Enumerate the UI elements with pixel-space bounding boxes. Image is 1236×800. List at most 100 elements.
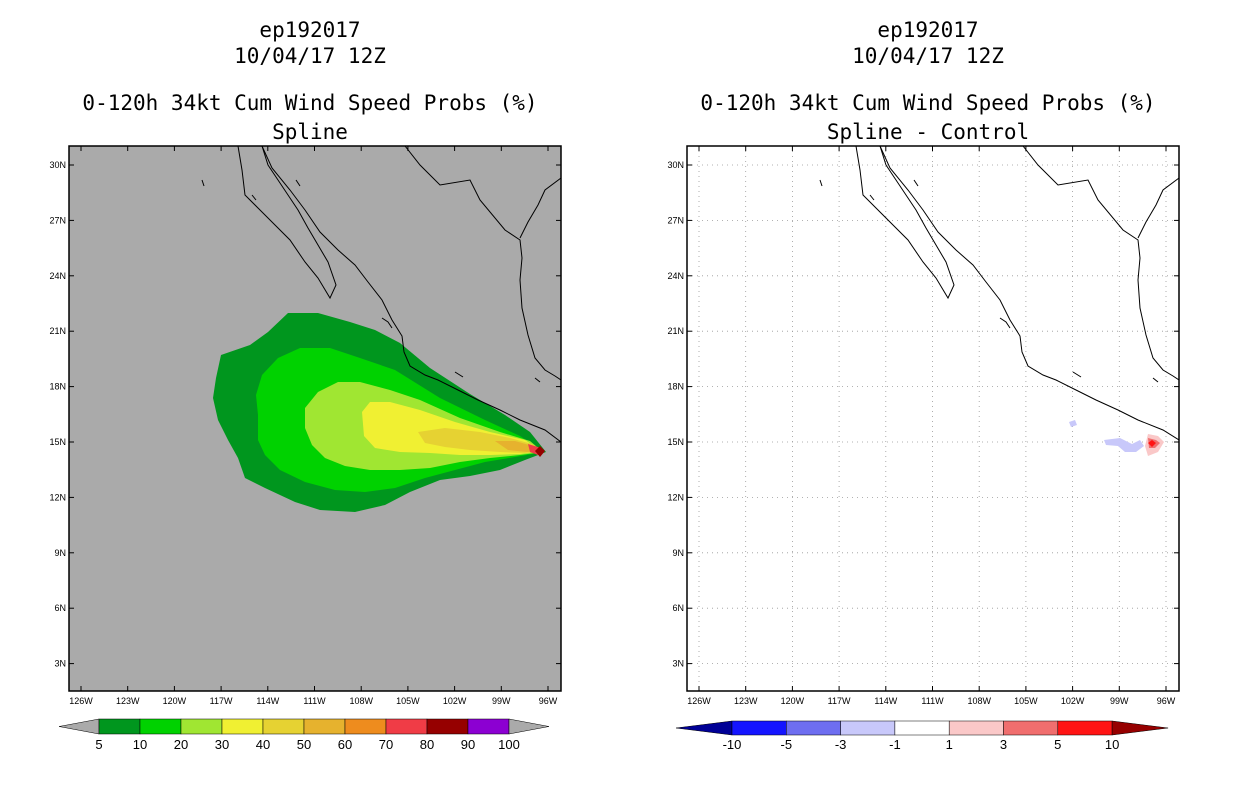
- lon-label: 123W: [734, 696, 758, 706]
- lon-label: 114W: [874, 696, 897, 706]
- right-title-product: 0-120h 34kt Cum Wind Speed Probs (%): [700, 91, 1156, 115]
- lat-label: 9N: [672, 548, 684, 558]
- left-title-date: 10/04/17 12Z: [234, 44, 386, 68]
- lon-label: 111W: [303, 696, 326, 706]
- colorbar-label: -5: [781, 737, 793, 752]
- lat-label: 21N: [49, 326, 66, 336]
- colorbar-swatch: [98, 718, 141, 735]
- lon-label: 123W: [116, 696, 140, 706]
- colorbar-label: 80: [420, 737, 434, 752]
- lon-label: 102W: [1061, 696, 1085, 706]
- colorbar-label: 10: [1105, 737, 1119, 752]
- colorbar-swatch: [467, 718, 510, 735]
- lon-label: 126W: [69, 696, 93, 706]
- left-title-storm: ep192017: [259, 18, 361, 42]
- right-subtitle: Spline - Control: [826, 120, 1030, 144]
- lon-label: 108W: [349, 696, 373, 706]
- colorbar-swatch: [786, 720, 841, 736]
- difference-contours: [1069, 420, 1164, 456]
- coastline-outline: [201, 146, 561, 443]
- left-map: 126W 123W 120W 117W 114W 111W 108W 105W 102W 99W 9…: [49, 145, 562, 706]
- colorbar-label: 50: [297, 737, 311, 752]
- lon-label: 108W: [967, 696, 991, 706]
- lat-label: 15N: [49, 437, 66, 447]
- lon-label: 111W: [921, 696, 944, 706]
- probability-contours: [213, 313, 546, 512]
- colorbar-label: 100: [498, 737, 520, 752]
- right-map: 126W 123W 120W 117W 114W 111W 108W 105W 102W 99W 9…: [667, 145, 1180, 706]
- right-colorbar: -10 -5 -3 -1 1 3 5 10: [675, 720, 1169, 752]
- lat-label: 18N: [49, 382, 66, 392]
- colorbar-label: 1: [946, 737, 953, 752]
- colorbar-swatch: [426, 718, 469, 735]
- lat-label: 18N: [667, 382, 684, 392]
- colorbar-extend-low: [675, 720, 733, 736]
- colorbar-extend-high: [508, 718, 550, 735]
- lat-label: 27N: [667, 215, 684, 225]
- colorbar-label: 20: [174, 737, 188, 752]
- colorbar-label: -1: [889, 737, 901, 752]
- lat-label: 27N: [49, 215, 66, 225]
- lat-label: 24N: [49, 271, 66, 281]
- colorbar-swatch: [731, 720, 787, 736]
- colorbar-swatch: [303, 718, 346, 735]
- lon-label: 117W: [210, 696, 233, 706]
- right-gridlines: [687, 146, 1179, 691]
- right-axis-ticks: 126W 123W 120W 117W 114W 111W 108W 105W 102W 99W 9…: [667, 146, 1179, 706]
- lat-label: 24N: [667, 271, 684, 281]
- right-title-storm: ep192017: [877, 18, 979, 42]
- colorbar-label: -10: [723, 737, 742, 752]
- colorbar-label: 70: [379, 737, 393, 752]
- colorbar-extend-high: [1111, 720, 1169, 736]
- colorbar-label: 30: [215, 737, 229, 752]
- lon-label: 120W: [163, 696, 187, 706]
- colorbar-label: 5: [95, 737, 102, 752]
- colorbar-swatch: [262, 718, 305, 735]
- colorbar-label: 60: [338, 737, 352, 752]
- storm-center-diamond: [535, 446, 545, 457]
- colorbar-swatch: [221, 718, 264, 735]
- lat-label: 3N: [672, 659, 684, 669]
- colorbar-swatch: [840, 720, 896, 736]
- colorbar-label: -3: [835, 737, 847, 752]
- lon-label: 120W: [781, 696, 805, 706]
- lat-label: 12N: [667, 492, 684, 502]
- colorbar-swatch: [948, 720, 1004, 736]
- negative-anomaly: [1104, 438, 1144, 452]
- lon-label: 102W: [443, 696, 467, 706]
- lon-label: 105W: [1014, 696, 1038, 706]
- colorbar-swatch: [344, 718, 387, 735]
- lon-label: 99W: [492, 696, 511, 706]
- lat-label: 6N: [672, 603, 684, 613]
- left-title-product: 0-120h 34kt Cum Wind Speed Probs (%): [82, 91, 538, 115]
- colorbar-swatch: [180, 718, 223, 735]
- colorbar-swatch: [1057, 720, 1113, 736]
- lon-label: 117W: [828, 696, 851, 706]
- colorbar-label: 3: [1000, 737, 1007, 752]
- negative-anomaly-small: [1069, 420, 1077, 427]
- colorbar-swatch: [139, 718, 182, 735]
- storm-center-diamond: [1148, 440, 1156, 447]
- coastline-outline: [819, 146, 1179, 441]
- right-title-date: 10/04/17 12Z: [852, 44, 1004, 68]
- colorbar-label: 5: [1054, 737, 1061, 752]
- lat-label: 3N: [54, 659, 66, 669]
- colorbar-label: 40: [256, 737, 270, 752]
- lon-label: 96W: [1157, 696, 1176, 706]
- lon-label: 114W: [256, 696, 279, 706]
- lon-label: 126W: [687, 696, 711, 706]
- lat-label: 30N: [49, 160, 66, 170]
- lon-label: 99W: [1110, 696, 1129, 706]
- colorbar-swatch: [385, 718, 428, 735]
- lat-label: 30N: [667, 160, 684, 170]
- left-axis-ticks: 126W 123W 120W 117W 114W 111W 108W 105W 102W 99W 9…: [49, 146, 561, 706]
- colorbar-swatch: [1003, 720, 1059, 736]
- lon-label: 105W: [396, 696, 420, 706]
- lon-label: 96W: [539, 696, 558, 706]
- lat-label: 12N: [49, 492, 66, 502]
- colorbar-swatch: [894, 720, 950, 736]
- lat-label: 6N: [54, 603, 66, 613]
- lat-label: 9N: [54, 548, 66, 558]
- colorbar-extend-low: [58, 718, 100, 735]
